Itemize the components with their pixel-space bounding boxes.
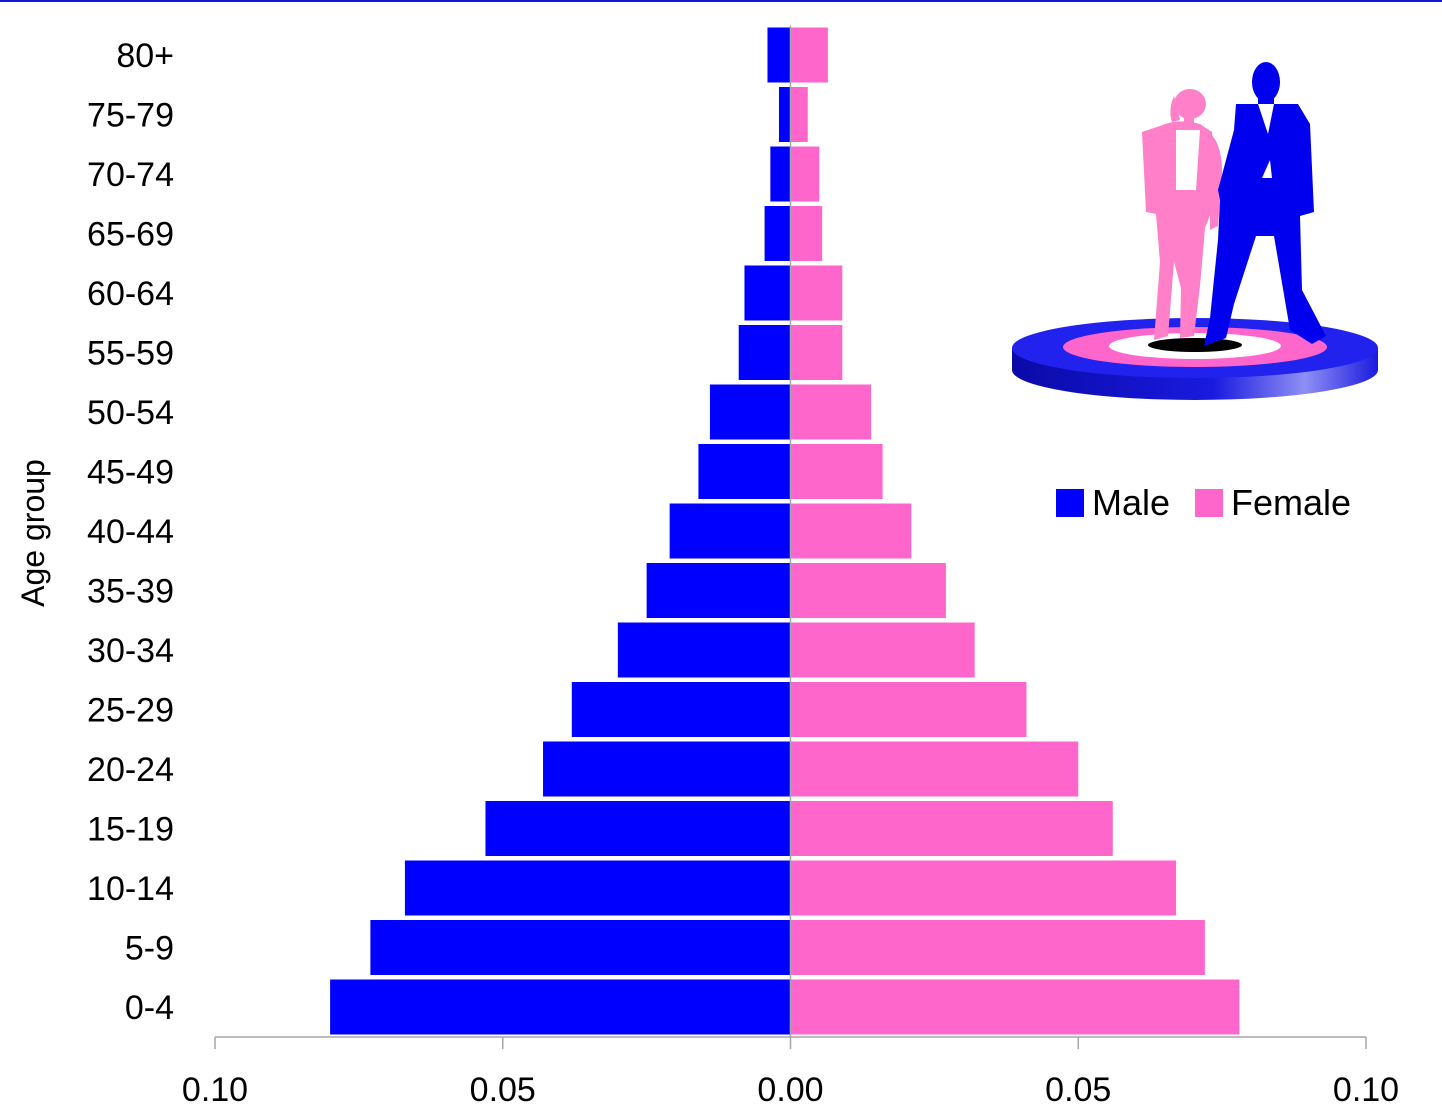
bar-female-5-9 (790, 920, 1205, 975)
bar-female-60-64 (790, 265, 843, 321)
bar-male-75-79 (778, 87, 791, 142)
y-tick-label: 75-79 (87, 97, 174, 135)
bar-male-80+ (767, 27, 791, 83)
y-tick-label: 10-14 (87, 870, 174, 908)
bar-female-0-4 (790, 979, 1240, 1035)
y-tick-label: 5-9 (125, 930, 174, 968)
legend: Male Female (1056, 482, 1351, 523)
x-tick-label: 0.00 (757, 1071, 823, 1109)
bar-male-50-54 (709, 384, 791, 440)
y-tick-label: 15-19 (87, 811, 174, 849)
bar-male-40-44 (669, 503, 791, 559)
bar-male-20-24 (543, 741, 791, 797)
x-axis: 0.10 0.05 0.00 0.05 0.10 (182, 25, 1399, 1109)
bar-female-50-54 (790, 384, 872, 440)
bar-female-65-69 (790, 206, 823, 261)
x-tick-label: 0.05 (470, 1071, 536, 1109)
y-tick-label: 50-54 (87, 394, 174, 432)
bar-female-15-19 (790, 801, 1113, 856)
bar-male-0-4 (330, 979, 791, 1035)
bar-male-60-64 (744, 265, 791, 321)
y-tick-label: 70-74 (87, 156, 174, 194)
bar-male-70-74 (770, 146, 791, 202)
legend-label-female: Female (1231, 482, 1351, 523)
bar-female-80+ (790, 27, 828, 83)
bar-female-55-59 (790, 325, 843, 380)
couple-on-podium-icon (1012, 62, 1378, 400)
y-tick-label: 65-69 (87, 216, 174, 254)
bar-female-10-14 (790, 860, 1177, 916)
bar-male-25-29 (571, 682, 791, 737)
bar-male-35-39 (646, 563, 791, 618)
x-tick-label: 0.05 (1045, 1071, 1111, 1109)
bar-male-55-59 (738, 325, 791, 380)
y-tick-label: 40-44 (87, 513, 174, 551)
legend-swatch-female (1195, 489, 1223, 517)
legend-label-male: Male (1092, 482, 1170, 523)
bar-female-40-44 (790, 503, 912, 559)
bars-layer (330, 27, 1240, 1035)
y-tick-label: 35-39 (87, 573, 174, 611)
top-border (0, 0, 1442, 2)
y-tick-label: 20-24 (87, 751, 174, 789)
bar-female-25-29 (790, 682, 1027, 737)
y-tick-label: 30-34 (87, 632, 174, 670)
y-tick-label: 60-64 (87, 275, 174, 313)
bar-male-30-34 (617, 622, 791, 678)
bar-male-15-19 (485, 801, 791, 856)
x-tick-label: 0.10 (182, 1071, 248, 1109)
bar-female-30-34 (790, 622, 975, 678)
bar-female-35-39 (790, 563, 946, 618)
bar-male-65-69 (764, 206, 791, 261)
legend-swatch-male (1056, 489, 1084, 517)
bar-female-70-74 (790, 146, 820, 202)
y-tick-label: 80+ (116, 37, 174, 75)
bar-female-45-49 (790, 444, 883, 499)
y-tick-label: 0-4 (125, 989, 174, 1027)
bar-female-20-24 (790, 741, 1079, 797)
y-tick-label: 55-59 (87, 335, 174, 373)
y-tick-label: 45-49 (87, 454, 174, 492)
bar-male-10-14 (404, 860, 791, 916)
bar-female-75-79 (790, 87, 808, 142)
y-axis-title: Age group (15, 459, 51, 607)
x-tick-label: 0.10 (1333, 1071, 1399, 1109)
bar-male-5-9 (370, 920, 791, 975)
y-tick-label: 25-29 (87, 692, 174, 730)
bar-male-45-49 (698, 444, 791, 499)
y-tick-labels: 0-4 5-9 10-14 15-19 20-24 25-29 30-34 35-39 40-4… (87, 37, 174, 1027)
